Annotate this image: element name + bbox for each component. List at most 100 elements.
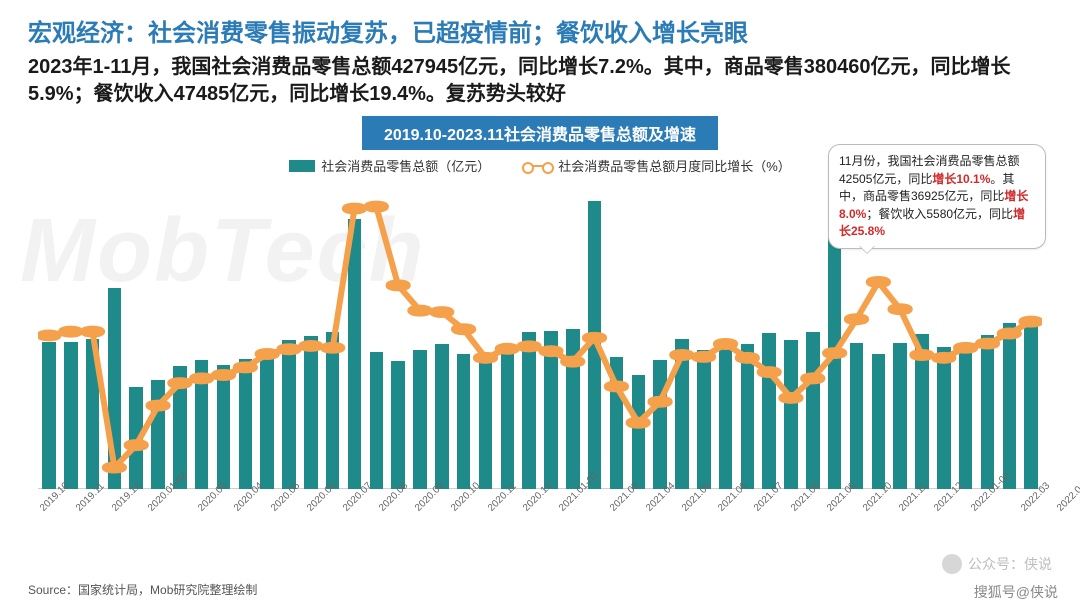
bar-slot — [38, 179, 60, 489]
bar — [872, 354, 886, 489]
bar-slot — [60, 179, 82, 489]
legend-bar-swatch — [289, 160, 315, 172]
bar — [282, 340, 296, 490]
bar-slot — [125, 179, 147, 489]
page-root: 宏观经济：社会消费零售振动复苏，已超疫情前；餐饮收入增长亮眼 2023年1-11… — [0, 0, 1080, 547]
x-axis: 2019.102019.112019.122020.01-022020.0320… — [38, 489, 1042, 539]
bar — [64, 342, 78, 490]
legend-bar-label: 社会消费品零售总额（亿元） — [321, 156, 490, 175]
bar-slot — [365, 179, 387, 489]
bar — [370, 352, 384, 490]
legend-line: 社会消费品零售总额月度同比增长（%） — [524, 156, 791, 175]
bar — [217, 365, 231, 490]
callout-text-3: ；餐饮收入5580亿元，同比 — [866, 207, 1013, 221]
bar-slot — [278, 179, 300, 489]
bar — [151, 380, 165, 489]
bar — [893, 343, 907, 489]
bar-slot — [649, 179, 671, 489]
bar-slot — [606, 179, 628, 489]
page-subtitle: 2023年1-11月，我国社会消费品零售总额427945亿元，同比增长7.2%。… — [28, 54, 1052, 108]
source-text: Source：国家统计局，Mob研究院整理绘制 — [28, 581, 257, 598]
wechat-attribution: 公众号：侠说 — [942, 554, 1052, 574]
bar-slot — [475, 179, 497, 489]
bar-slot — [584, 179, 606, 489]
bar-slot — [82, 179, 104, 489]
bar-slot — [693, 179, 715, 489]
bar-slot — [518, 179, 540, 489]
bar — [806, 332, 820, 489]
bar-slot — [453, 179, 475, 489]
bar-slot — [671, 179, 693, 489]
bar — [544, 331, 558, 490]
bar — [522, 332, 536, 489]
bar — [741, 344, 755, 490]
bar — [610, 357, 624, 490]
bar — [391, 361, 405, 490]
bar — [915, 334, 929, 489]
bar-slot — [409, 179, 431, 489]
bar — [326, 332, 340, 489]
bar-slot — [737, 179, 759, 489]
bar — [129, 387, 143, 490]
bar — [719, 349, 733, 490]
bar — [239, 359, 253, 489]
bar — [697, 350, 711, 489]
bar — [959, 343, 973, 490]
bar-slot — [344, 179, 366, 489]
bar — [632, 375, 646, 489]
bar — [784, 340, 798, 490]
chart-title: 2019.10-2023.11社会消费品零售总额及增速 — [362, 116, 718, 150]
bar-slot — [780, 179, 802, 489]
callout-hl-1: 增长10.1% — [932, 172, 990, 186]
wechat-icon — [942, 554, 962, 574]
bar — [850, 343, 864, 490]
bar-slot — [562, 179, 584, 489]
bar — [653, 360, 667, 490]
bar-slot — [256, 179, 278, 489]
bar — [762, 333, 776, 489]
bar-slot — [191, 179, 213, 489]
bar — [981, 335, 995, 489]
legend-line-label: 社会消费品零售总额月度同比增长（%） — [558, 156, 791, 175]
chart-container: 2019.10-2023.11社会消费品零售总额及增速 社会消费品零售总额（亿元… — [28, 116, 1052, 539]
bar-slot — [234, 179, 256, 489]
bar-slot — [387, 179, 409, 489]
legend-line-swatch — [524, 165, 552, 167]
bar-slot — [103, 179, 125, 489]
bar — [479, 356, 493, 489]
bar-slot — [496, 179, 518, 489]
legend-bar: 社会消费品零售总额（亿元） — [289, 156, 490, 175]
bar — [195, 360, 209, 490]
bar — [108, 288, 122, 490]
bar — [937, 347, 951, 490]
bar — [675, 339, 689, 489]
bar — [566, 329, 580, 489]
bar-slot — [213, 179, 235, 489]
bar-slot — [169, 179, 191, 489]
bar — [348, 219, 362, 489]
bar — [86, 339, 100, 489]
bar — [457, 354, 471, 489]
bar-slot — [322, 179, 344, 489]
bar — [413, 350, 427, 489]
bar-slot — [715, 179, 737, 489]
bar — [42, 342, 56, 489]
bar-slot — [431, 179, 453, 489]
bar — [1003, 323, 1017, 490]
callout-box: 11月份，我国社会消费品零售总额42505亿元，同比增长10.1%。其中，商品零… — [828, 144, 1046, 249]
page-title: 宏观经济：社会消费零售振动复苏，已超疫情前；餐饮收入增长亮眼 — [28, 18, 1052, 50]
bar — [501, 347, 515, 490]
bar-slot — [802, 179, 824, 489]
bar — [588, 201, 602, 489]
bar — [304, 336, 318, 489]
bar-slot — [758, 179, 780, 489]
bar-slot — [147, 179, 169, 489]
bar-slot — [540, 179, 562, 489]
bar-slot — [300, 179, 322, 489]
bar-slot — [627, 179, 649, 489]
bar — [260, 353, 274, 490]
wechat-label: 公众号：侠说 — [968, 554, 1052, 574]
bar — [1024, 325, 1038, 490]
attribution-text: 搜狐号@侠说 — [974, 582, 1058, 602]
bar — [435, 344, 449, 490]
